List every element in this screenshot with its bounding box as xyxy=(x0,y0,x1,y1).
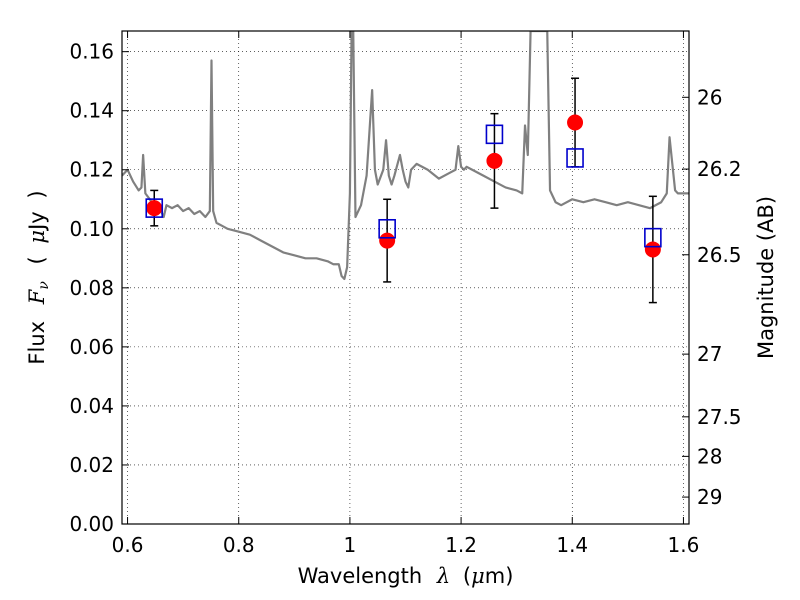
y-axis-label-unit-rest: Jy xyxy=(25,211,49,232)
right-tick-label: 27.5 xyxy=(697,405,742,429)
plot-contents xyxy=(122,31,689,304)
right-tick-label: 29 xyxy=(697,485,722,509)
grid-lines xyxy=(122,31,689,525)
x-axis-label: Wavelength λ (μm) xyxy=(298,564,514,588)
x-axis-label-unit-open: ( xyxy=(463,564,471,588)
y-tick-label: 0.06 xyxy=(69,335,114,359)
observed-flux-point xyxy=(486,152,503,169)
y-axis-label-unit-open: ( xyxy=(25,256,49,264)
y-axis-label-unit-close: ) xyxy=(25,190,49,198)
x-axis-label-symbol: λ xyxy=(436,564,450,588)
y-tick-label: 0.16 xyxy=(69,40,114,64)
axis-ticks: 0.6 0.8 1 1.2 1.4 1.6 0.00 0.02 0.04 0.06 0.08 0.10… xyxy=(69,31,742,557)
right-tick-label: 28 xyxy=(697,444,722,468)
x-tick-label: 0.6 xyxy=(112,533,144,557)
y-axis-label-prefix: Flux xyxy=(25,321,49,365)
observed-flux-point xyxy=(379,232,396,249)
x-axis-label-unit-mu: μ xyxy=(471,564,485,588)
y-tick-label: 0.10 xyxy=(69,217,114,241)
model-spectrum-line xyxy=(122,31,689,281)
model-flux-square xyxy=(644,227,662,248)
observed-flux-point xyxy=(146,200,163,217)
model-flux-square xyxy=(485,124,504,145)
right-tick-label: 27 xyxy=(697,342,722,366)
y-tick-label: 0.08 xyxy=(69,276,114,300)
x-tick-label: 1.6 xyxy=(668,533,700,557)
y-axis-label: Flux Fν ( μJy ) xyxy=(25,190,53,364)
x-tick-label: 1.4 xyxy=(556,533,588,557)
right-axis-label: Magnitude (AB) xyxy=(754,196,778,359)
y-tick-label: 0.02 xyxy=(69,453,114,477)
y-tick-label: 0.04 xyxy=(69,394,114,418)
y-tick-label: 0.14 xyxy=(69,99,114,123)
x-axis-label-prefix: Wavelength xyxy=(298,564,423,588)
x-tick-label: 0.8 xyxy=(223,533,255,557)
y-axis-label-subscript: ν xyxy=(36,281,52,290)
right-tick-label: 26 xyxy=(697,85,722,109)
right-tick-label: 26.2 xyxy=(697,157,742,181)
observed-flux-point xyxy=(567,114,584,131)
x-axis-label-unit-rest: m) xyxy=(485,564,514,588)
model-flux-square xyxy=(378,218,396,239)
model-flux-square xyxy=(145,198,164,218)
y-tick-label: 0.12 xyxy=(69,158,114,182)
model-flux-square xyxy=(566,148,584,168)
x-tick-label: 1 xyxy=(344,533,357,557)
plot-frame xyxy=(121,30,690,525)
observed-flux-point xyxy=(644,241,661,258)
y-tick-label: 0.00 xyxy=(69,512,114,536)
x-tick-label: 1.2 xyxy=(445,533,477,557)
right-tick-label: 26.5 xyxy=(697,243,742,267)
y-axis-label-unit-mu: μ xyxy=(25,230,49,244)
y-axis-label-symbol: F xyxy=(25,288,49,305)
